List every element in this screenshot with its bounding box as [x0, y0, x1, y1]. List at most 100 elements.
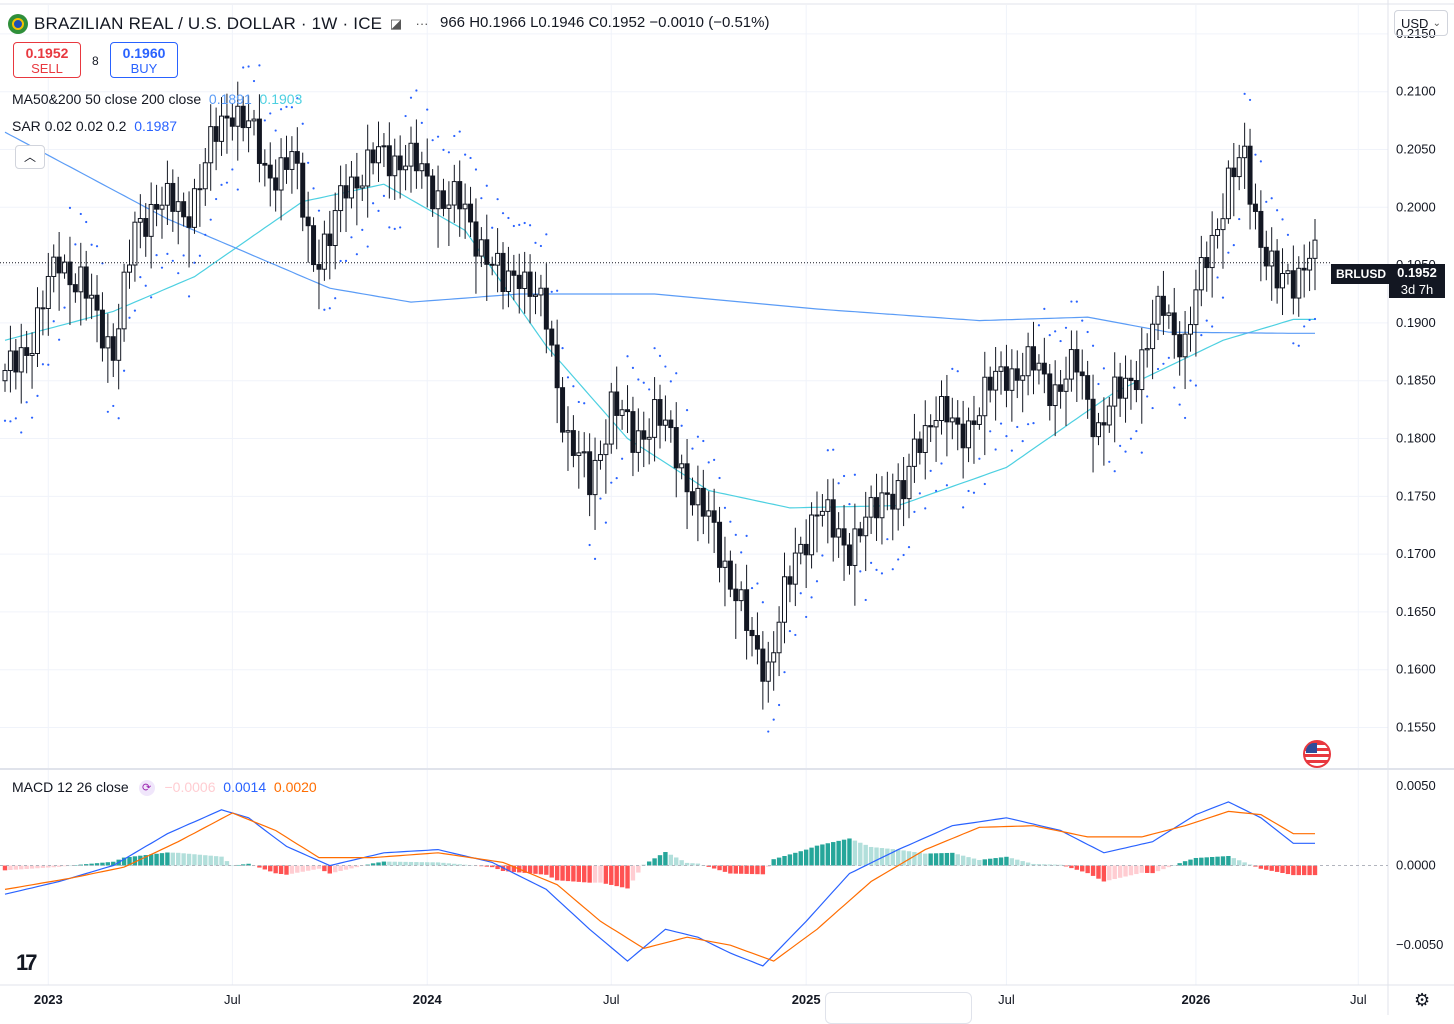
currency-selector[interactable]: USD ⌄: [1394, 10, 1448, 36]
candle-body: [1150, 323, 1156, 350]
tradingview-logo[interactable]: 17: [16, 950, 38, 975]
macd-hist-bar: [186, 853, 192, 866]
candle-body: [1274, 250, 1280, 289]
eye-icon[interactable]: ◪: [389, 16, 403, 31]
collapse-legend-button[interactable]: ︿: [15, 145, 45, 169]
candle: [56, 231, 62, 311]
sar-dot: [377, 209, 380, 212]
sar-legend[interactable]: SAR 0.02 0.02 0.2 0.1987: [12, 118, 177, 134]
candle: [830, 478, 836, 562]
sar-dot: [810, 596, 813, 599]
bottom-popup[interactable]: [825, 992, 972, 1024]
candle: [446, 181, 452, 246]
candle: [197, 164, 203, 227]
sar-dot: [777, 703, 781, 707]
candle: [462, 183, 468, 239]
candle-body: [1252, 203, 1258, 212]
candle: [722, 536, 728, 607]
macd-hist-bar: [506, 865, 511, 872]
macd-hist-bar: [1209, 856, 1215, 866]
symbol-title-bar[interactable]: BRAZILIAN REAL / U.S. DOLLAR · 1W · ICE: [8, 10, 382, 38]
macd-hist-bar: [56, 865, 62, 867]
interval-label[interactable]: 1W: [311, 14, 338, 33]
sar-dot: [220, 183, 223, 186]
macd-hist-bar: [170, 852, 176, 866]
macd-hist-bar: [1144, 865, 1150, 873]
candle: [229, 103, 235, 141]
refresh-icon[interactable]: ⟳: [138, 780, 155, 797]
candle-body: [689, 491, 695, 506]
sar-dot: [225, 181, 229, 184]
candle: [895, 463, 901, 531]
candle-body: [327, 233, 333, 247]
ma-legend[interactable]: MA50&200 50 close 200 close 0.1891 0.190…: [12, 91, 302, 107]
macd-hist-bar: [603, 865, 609, 884]
sar-dot: [675, 372, 678, 375]
candle: [901, 457, 907, 527]
candle: [917, 431, 923, 465]
macd-hist-bar: [435, 862, 441, 866]
candle: [787, 565, 793, 603]
macd-hist-bar: [571, 865, 576, 882]
buy-button[interactable]: 0.1960 BUY: [110, 42, 178, 78]
candle: [170, 169, 176, 232]
candle: [684, 438, 690, 530]
ma-legend-label: MA50&200 50 close 200 close: [12, 91, 202, 107]
macd-hist-bar: [771, 859, 776, 866]
macd-hist-bar: [841, 839, 847, 866]
candle-body: [868, 497, 874, 518]
candle: [359, 174, 365, 202]
sar-dot: [756, 582, 759, 585]
candle: [435, 165, 441, 248]
sar-dot: [1037, 324, 1041, 327]
macd-hist-bar: [755, 865, 760, 875]
macd-hist-bar: [105, 862, 111, 866]
sar-dot: [431, 139, 434, 142]
macd-legend[interactable]: MACD 12 26 close ⟳ −0.0006 0.0014 0.0020: [12, 779, 317, 797]
macd-hist-bar: [1242, 862, 1247, 866]
candle-body: [803, 543, 809, 556]
candle: [776, 606, 782, 677]
macd-hist-bar: [1247, 864, 1253, 866]
sar-dot: [1081, 319, 1084, 322]
sar-dot: [1129, 437, 1133, 440]
candle-body: [219, 115, 225, 142]
candle: [760, 631, 766, 710]
candle-body: [435, 190, 441, 210]
macd-hist-bar: [890, 849, 895, 866]
candle-body: [1263, 246, 1269, 267]
macd-hist-bar: [1112, 865, 1117, 880]
sell-button[interactable]: 0.1952 SELL: [13, 42, 81, 78]
candle: [262, 149, 268, 187]
sar-dot: [1265, 200, 1268, 203]
gear-icon[interactable]: ⚙: [1414, 990, 1431, 1010]
candle-body: [792, 552, 798, 585]
us-flag-icon[interactable]: [1303, 740, 1331, 768]
candle-body: [597, 454, 603, 461]
macd-hist-bar: [121, 857, 127, 866]
macd-hist-bar: [787, 854, 793, 866]
ellipsis-icon[interactable]: ···: [415, 16, 429, 31]
candle: [246, 95, 252, 153]
candle-body: [1095, 422, 1101, 438]
sar-dot: [1221, 296, 1225, 299]
sar-dot: [729, 520, 732, 523]
macd-hist-bar: [408, 861, 414, 866]
candle-body: [1198, 257, 1204, 291]
macd-hist-bar: [960, 855, 966, 866]
candle: [884, 471, 890, 511]
y-tick-label: 0.2000: [1396, 199, 1436, 214]
macd-hist-bar: [62, 865, 67, 867]
candle: [1014, 350, 1020, 399]
y-tick-label: 0.2050: [1396, 142, 1436, 157]
sar-dot: [30, 416, 34, 419]
sar-dot: [864, 598, 867, 602]
macd-hist-bar: [165, 852, 170, 866]
sar-dot: [880, 572, 884, 575]
sar-dot: [1124, 450, 1127, 453]
candle-body: [338, 185, 344, 212]
macd-hist-bar: [35, 865, 40, 869]
macd-hist-bar: [392, 861, 397, 866]
macd-hist-bar: [159, 853, 165, 866]
